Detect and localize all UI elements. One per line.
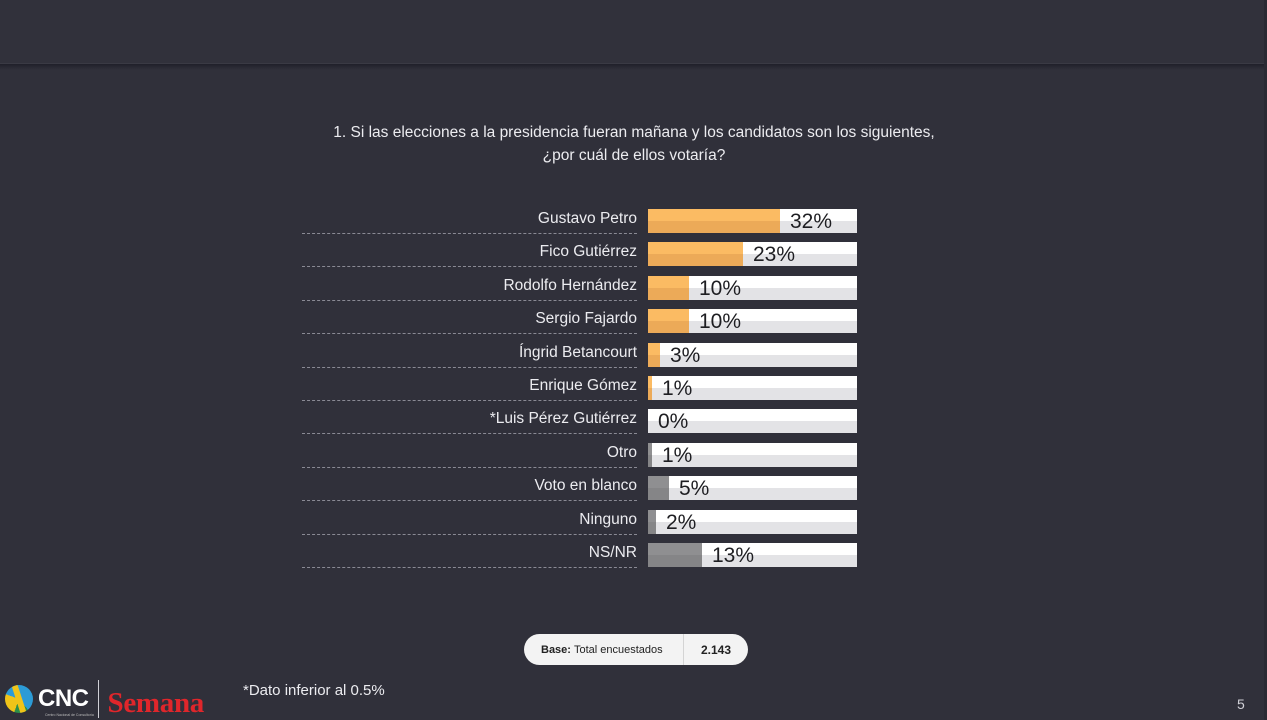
row-label: Gustavo Petro [302, 208, 637, 234]
row-label: Otro [302, 442, 637, 468]
bar-fill [648, 342, 660, 367]
bar-track: 2% [648, 509, 857, 534]
chart-row: Íngrid Betancourt 3% [302, 342, 862, 375]
bar-track: 0% [648, 409, 857, 434]
semana-logo: Semana [107, 686, 205, 719]
chart-row: Ninguno 2% [302, 509, 862, 542]
bar-value-label: 10% [699, 310, 742, 334]
logo-divider [97, 680, 99, 718]
cnc-logo-text: CNC [38, 685, 89, 712]
page-number: 5 [1237, 696, 1245, 712]
chart-row: Otro 1% [302, 442, 862, 475]
chart-row: Sergio Fajardo 10% [302, 308, 862, 341]
bar-fill [648, 309, 689, 334]
bar-value-label: 13% [712, 543, 755, 567]
base-badge: Base: Total encuestados 2.143 [524, 634, 748, 665]
bar-value-label: 1% [662, 376, 693, 400]
bar-track: 1% [648, 442, 857, 467]
bar-track: 10% [648, 275, 857, 300]
row-label: Voto en blanco [302, 475, 637, 502]
base-value: 2.143 [700, 642, 732, 657]
row-label: NS/NR [302, 542, 637, 568]
bar-fill [648, 442, 652, 467]
base-label-text: Total encuestados [573, 643, 663, 656]
chart-row: Rodolfo Hernández 10% [302, 275, 862, 308]
bar-value-label: 2% [666, 510, 697, 534]
bar-track: 3% [648, 342, 857, 367]
bar-fill [648, 242, 743, 267]
bar-value-label: 5% [679, 477, 710, 501]
bar-track: 10% [648, 309, 857, 334]
chart-row: Voto en blanco 5% [302, 475, 862, 508]
header-shadow [0, 64, 1267, 70]
question-title: 1. Si las elecciones a la presidencia fu… [333, 124, 935, 164]
right-edge-strip [1264, 0, 1267, 720]
bar-fill [648, 209, 780, 233]
bar-value-label: 32% [790, 210, 833, 233]
chart-row: Gustavo Petro 32% [302, 208, 862, 241]
bar-value-label: 1% [662, 443, 693, 467]
row-label: Sergio Fajardo [302, 308, 637, 335]
bar-track: 1% [648, 375, 857, 400]
bar-track: 13% [648, 542, 857, 567]
bar-fill [648, 542, 702, 567]
chart-row: *Luis Pérez Gutiérrez 0% [302, 408, 862, 441]
chart-row: Enrique Gómez 1% [302, 375, 862, 408]
bar-track: 23% [648, 242, 857, 267]
slide-header-bar [0, 0, 1267, 64]
chart-row: NS/NR 13% [302, 542, 862, 575]
bar-fill [648, 509, 656, 534]
footnote: *Dato inferior al 0.5% [243, 682, 385, 699]
bar-fill [648, 275, 689, 300]
logo-area: CNC Centro Nacional de Consultoría Seman… [5, 680, 205, 719]
bar-fill [648, 375, 652, 400]
bar-value-label: 3% [670, 343, 701, 367]
chart-row: Fico Gutiérrez 23% [302, 241, 862, 274]
horizontal-bar-chart: Gustavo Petro 32% Fico Gutiérrez 23% Rodolfo… [302, 208, 862, 575]
cnc-logo-subtitle: Centro Nacional de Consultoría [45, 713, 94, 717]
row-label: Ninguno [302, 509, 637, 535]
bar-value-label: 23% [753, 243, 796, 267]
cnc-logo-icon [5, 685, 33, 713]
bar-value-label: 10% [699, 276, 742, 300]
base-label: Base: Total encuestados [524, 634, 684, 665]
row-label: Íngrid Betancourt [302, 342, 637, 368]
bar-track: 5% [648, 476, 857, 501]
base-label-bold: Base: [541, 643, 571, 656]
row-label: Rodolfo Hernández [302, 275, 637, 301]
row-label: Enrique Gómez [302, 375, 637, 401]
bar-track: 32% [648, 209, 857, 233]
row-label: *Luis Pérez Gutiérrez [302, 408, 637, 435]
bar-fill [648, 476, 669, 501]
bar-value-label: 0% [658, 410, 689, 434]
row-label: Fico Gutiérrez [302, 241, 637, 268]
